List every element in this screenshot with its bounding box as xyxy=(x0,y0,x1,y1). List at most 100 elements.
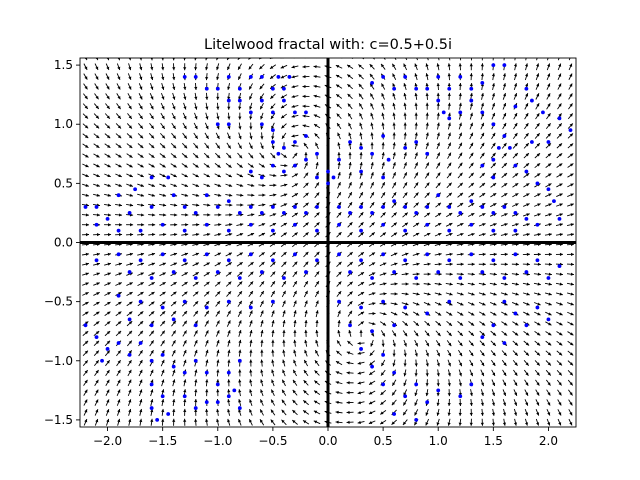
field-arrowhead xyxy=(85,193,89,197)
field-arrowhead xyxy=(426,232,431,236)
field-arrowhead xyxy=(448,172,452,176)
fractal-point xyxy=(491,323,496,328)
fractal-point xyxy=(480,205,485,209)
field-arrowhead xyxy=(315,290,319,295)
field-arrowhead xyxy=(558,392,562,396)
fractal-point xyxy=(270,110,275,115)
field-arrowhead xyxy=(346,371,350,375)
field-arrowhead xyxy=(150,96,154,100)
field-arrowhead xyxy=(547,113,551,117)
field-arrow xyxy=(580,94,584,100)
field-arrowhead xyxy=(271,125,275,130)
fractal-point xyxy=(425,86,430,91)
field-arrowhead xyxy=(536,382,540,386)
field-arrowhead xyxy=(172,330,176,334)
fractal-point xyxy=(381,134,386,138)
field-arrowhead xyxy=(139,58,143,61)
field-arrowhead xyxy=(437,223,442,226)
field-arrowhead xyxy=(315,172,319,176)
field-arrowhead xyxy=(117,360,121,364)
field-arrowhead xyxy=(282,339,286,343)
fractal-point xyxy=(348,211,352,215)
field-arrowhead xyxy=(140,292,144,295)
field-arrowhead xyxy=(369,362,373,366)
field-arrowhead xyxy=(239,271,243,276)
y-tick-label: 0.0 xyxy=(54,236,73,250)
field-arrowhead xyxy=(381,333,385,337)
fractal-point xyxy=(204,193,209,198)
field-arrowhead xyxy=(427,262,431,266)
fractal-point xyxy=(414,382,419,387)
field-arrowhead xyxy=(349,222,353,226)
field-arrowhead xyxy=(313,410,318,414)
field-arrowhead xyxy=(380,401,384,405)
field-arrowhead xyxy=(315,350,319,354)
field-arrowhead xyxy=(559,252,563,256)
field-arrowhead xyxy=(117,321,122,325)
field-arrowhead xyxy=(536,53,539,56)
field-arrowhead xyxy=(548,292,552,296)
field-arrowhead xyxy=(205,145,209,149)
field-arrowhead xyxy=(84,125,89,129)
fractal-point xyxy=(414,140,419,144)
field-arrow xyxy=(580,419,583,425)
field-arrowhead xyxy=(393,252,398,256)
field-arrowhead xyxy=(459,162,463,167)
field-arrowhead xyxy=(470,172,474,177)
field-arrowhead xyxy=(316,222,320,226)
field-arrowhead xyxy=(304,300,308,304)
field-arrowhead xyxy=(150,369,154,374)
field-arrowhead xyxy=(129,311,133,315)
field-arrowhead xyxy=(558,113,562,117)
field-arrowhead xyxy=(107,183,111,187)
field-arrowhead xyxy=(459,352,463,357)
field-arrowhead xyxy=(282,369,286,374)
field-arrowhead xyxy=(536,73,540,77)
field-arrowhead xyxy=(183,330,187,334)
field-arrowhead xyxy=(162,272,166,276)
field-arrowhead xyxy=(194,301,199,305)
field-arrow xyxy=(578,303,585,305)
field-arrowhead xyxy=(458,402,462,407)
field-arrowhead xyxy=(415,202,419,206)
field-arrowhead xyxy=(205,96,209,100)
field-arrowhead xyxy=(525,183,530,187)
fractal-point xyxy=(491,211,496,215)
field-arrowhead xyxy=(106,340,110,345)
field-arrowhead xyxy=(150,115,154,120)
field-arrowhead xyxy=(128,418,132,423)
field-arrowhead xyxy=(569,123,573,127)
field-arrowhead xyxy=(291,94,295,99)
field-arrowhead xyxy=(438,262,442,266)
field-arrowhead xyxy=(84,95,88,100)
field-arrowhead xyxy=(359,162,363,166)
field-arrowhead xyxy=(228,271,232,276)
field-arrowhead xyxy=(151,252,156,256)
fractal-point xyxy=(513,163,518,168)
field-arrowhead xyxy=(369,73,374,78)
field-arrowhead xyxy=(238,76,242,80)
field-arrowhead xyxy=(359,122,363,127)
field-arrowhead xyxy=(392,132,396,136)
field-arrowhead xyxy=(293,339,297,343)
fractal-point xyxy=(370,276,374,280)
field-arrowhead xyxy=(558,73,562,77)
field-arrowhead xyxy=(482,232,486,237)
field-arrowhead xyxy=(536,63,540,67)
field-arrow xyxy=(579,361,584,366)
field-arrowhead xyxy=(381,343,385,347)
field-arrowhead xyxy=(151,154,155,158)
field-arrowhead xyxy=(129,282,133,286)
field-arrowhead xyxy=(249,320,253,324)
field-arrowhead xyxy=(184,262,188,266)
field-arrowhead xyxy=(96,183,100,187)
field-arrowhead xyxy=(272,261,276,266)
field-arrowhead xyxy=(570,292,574,296)
field-arrowhead xyxy=(238,399,242,403)
fractal-point xyxy=(491,122,496,127)
field-arrowhead xyxy=(369,352,373,356)
fractal-point xyxy=(304,110,308,115)
field-arrowhead xyxy=(291,65,295,69)
field-arrowhead xyxy=(335,410,339,414)
fractal-point xyxy=(226,299,231,304)
